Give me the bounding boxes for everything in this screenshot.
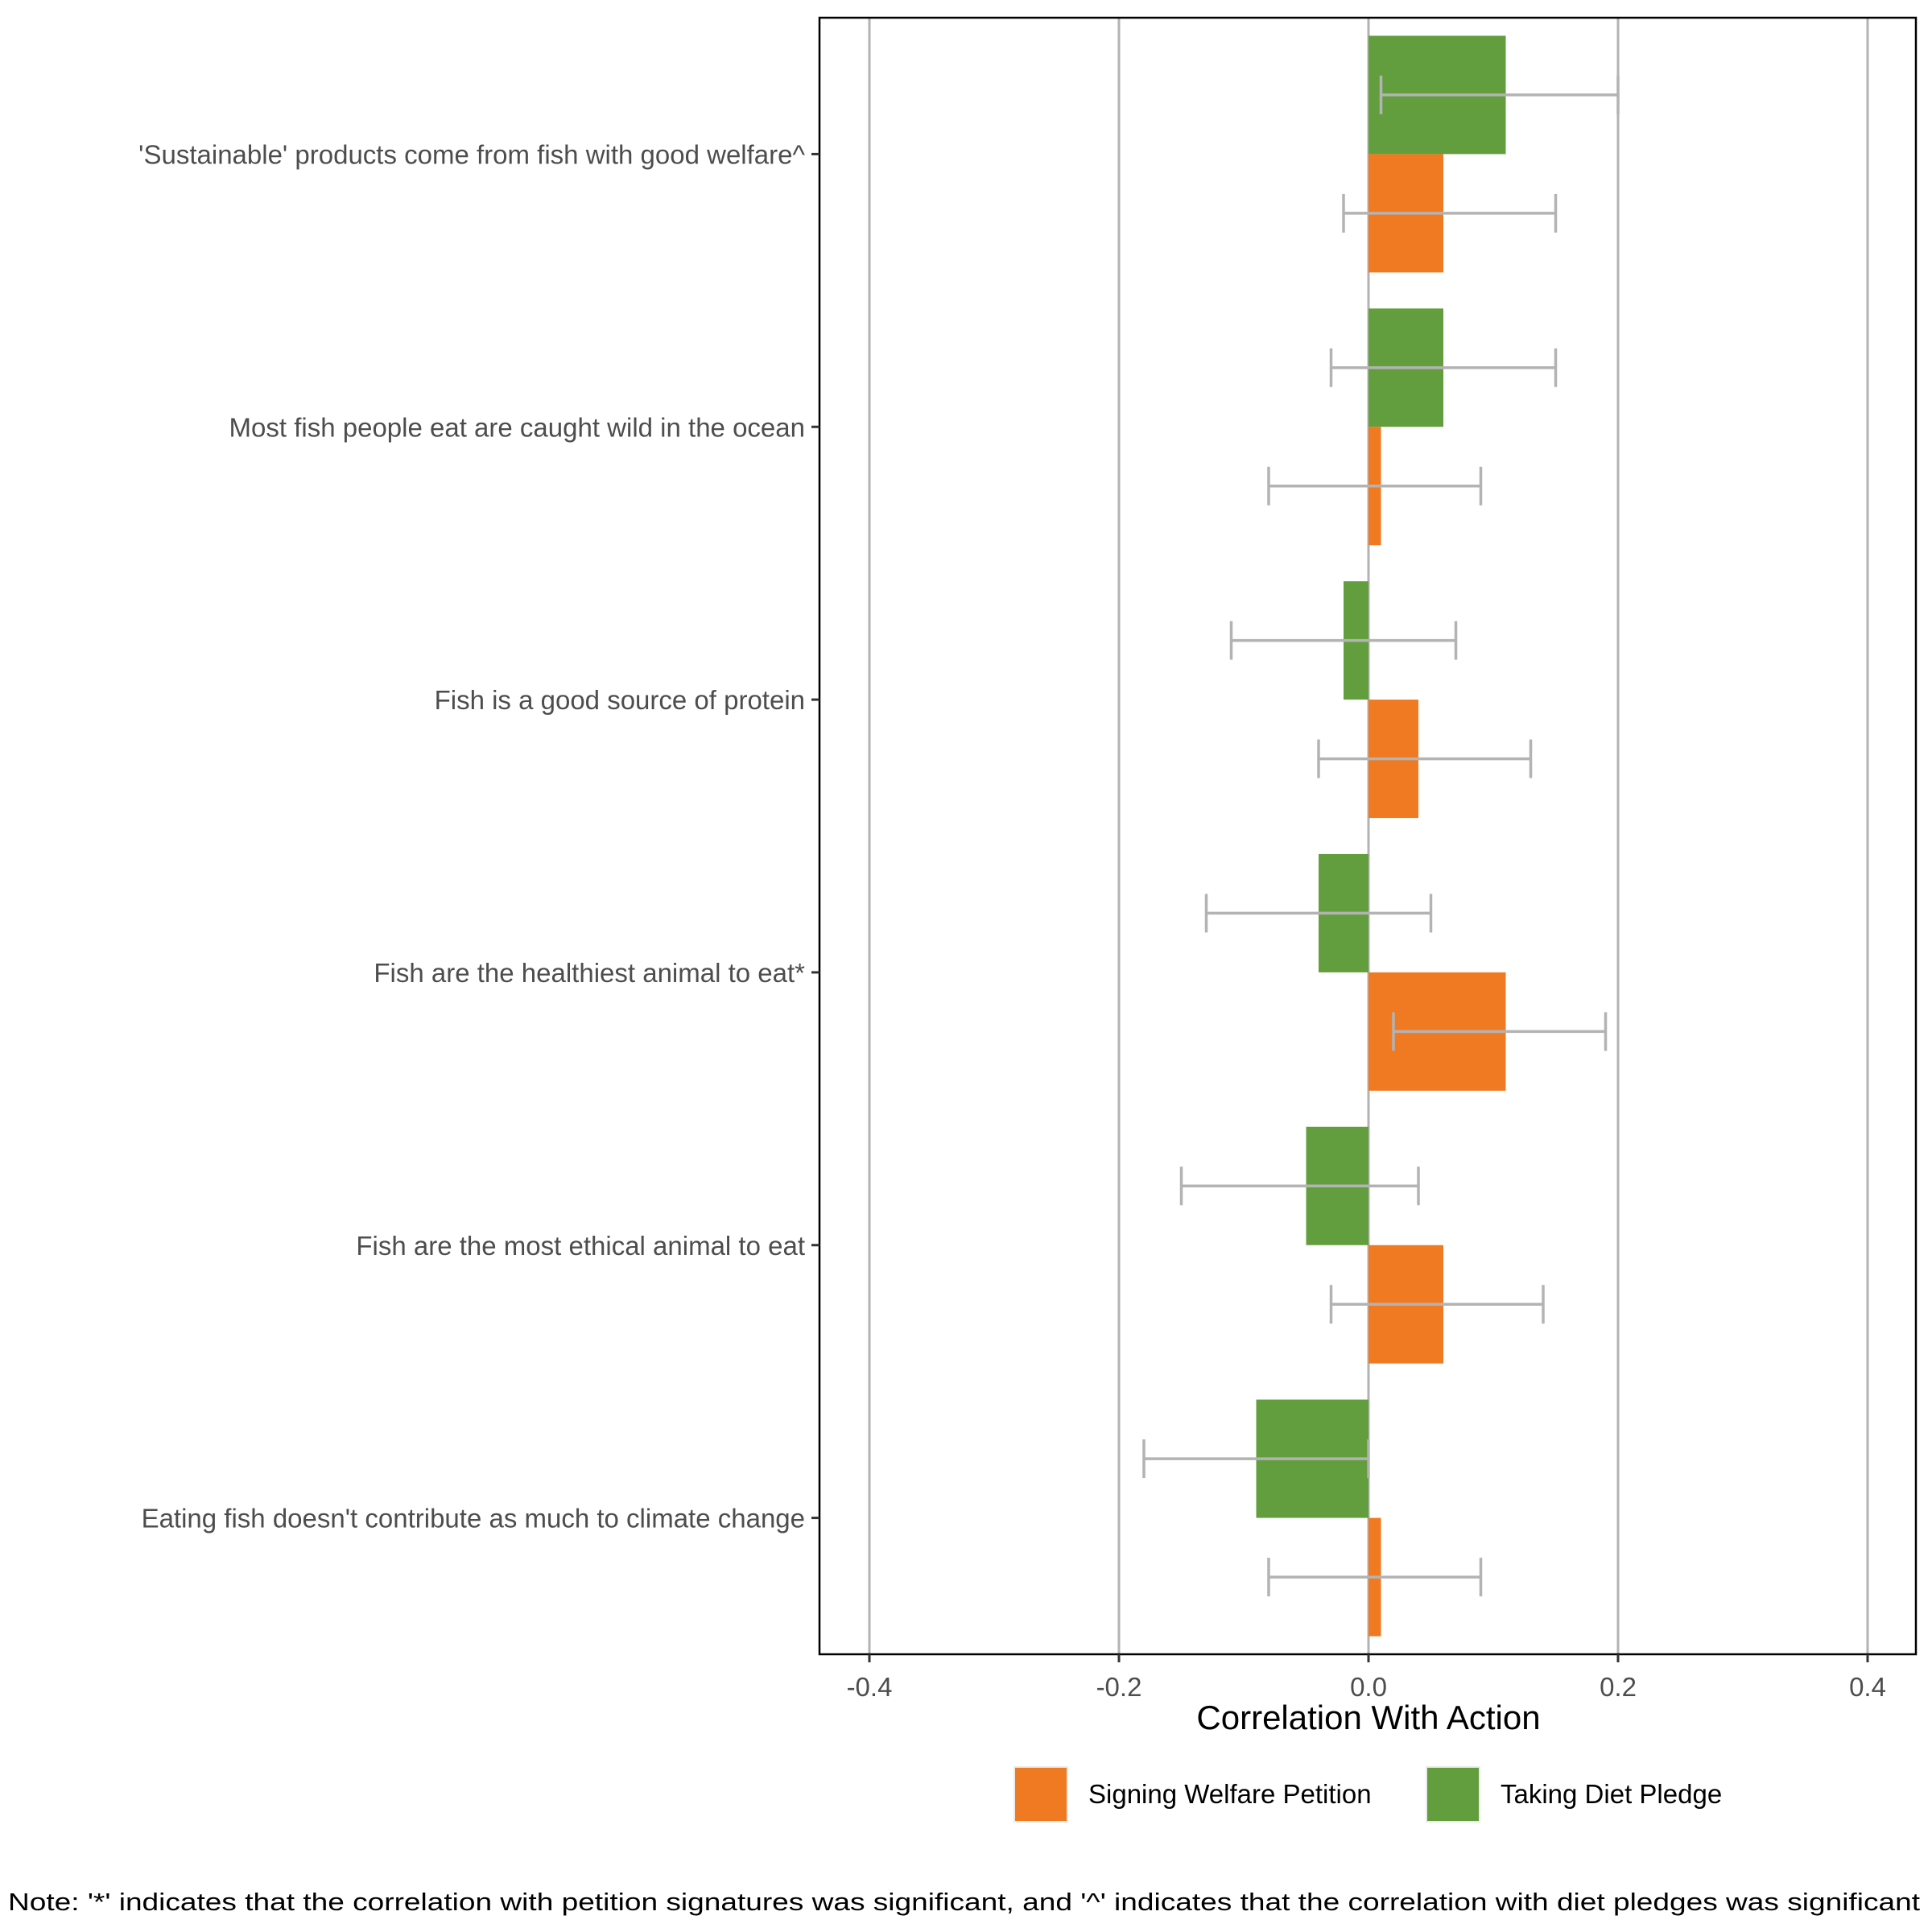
chart-note: Note: '*' indicates that the correlation… [8,1888,1920,1916]
x-tick-label-3: 0.2 [1600,1672,1637,1702]
x-tick-label-1: -0.2 [1096,1672,1142,1702]
legend-swatch-1 [1426,1766,1480,1823]
x-axis-title: Correlation With Action [1196,1699,1540,1736]
errorbar-welfare-petition-4 [1329,1285,1545,1324]
bars [1256,35,1506,1637]
y-tick-label-5: Eating fish doesn't contribute as much t… [142,1504,805,1534]
legend-label-0: Signing Welfare Petition [1088,1779,1372,1809]
x-tick-label-4: 0.4 [1849,1672,1886,1702]
gridlines [868,18,1869,1654]
errorbar-diet-pledge-1 [1329,348,1558,387]
errorbar-diet-pledge-4 [1179,1166,1420,1206]
errorbar-diet-pledge-5 [1142,1439,1370,1479]
y-tick-label-3: Fish are the healthiest animal to eat* [374,958,805,988]
errorbar-diet-pledge-0 [1379,75,1620,114]
y-tick-label-1: Most fish people eat are caught wild in … [229,412,805,442]
errorbar-welfare-petition-0 [1342,193,1558,233]
x-tick-label-0: -0.4 [847,1672,893,1702]
x-tick-label-2: 0.0 [1350,1672,1387,1702]
legend-label-1: Taking Diet Pledge [1501,1779,1722,1809]
errorbar-diet-pledge-2 [1229,621,1458,660]
y-axis: 'Sustainable' products come from fish wi… [138,139,819,1534]
errorbar-welfare-petition-1 [1267,466,1483,506]
error-bars [1142,75,1620,1597]
y-tick-label-2: Fish is a good source of protein [435,685,805,715]
x-axis: -0.4 -0.2 0.0 0.2 0.4 [847,1654,1886,1702]
errorbar-welfare-petition-2 [1317,739,1533,778]
legend: Signing Welfare Petition Taking Diet Pled… [1013,1766,1722,1823]
y-tick-label-0: 'Sustainable' products come from fish wi… [138,139,805,169]
errorbar-welfare-petition-3 [1392,1012,1608,1051]
errorbar-diet-pledge-3 [1204,894,1433,933]
legend-swatch-0 [1013,1766,1068,1823]
errorbar-welfare-petition-5 [1267,1558,1483,1597]
y-tick-label-4: Fish are the most ethical animal to eat [356,1231,805,1261]
